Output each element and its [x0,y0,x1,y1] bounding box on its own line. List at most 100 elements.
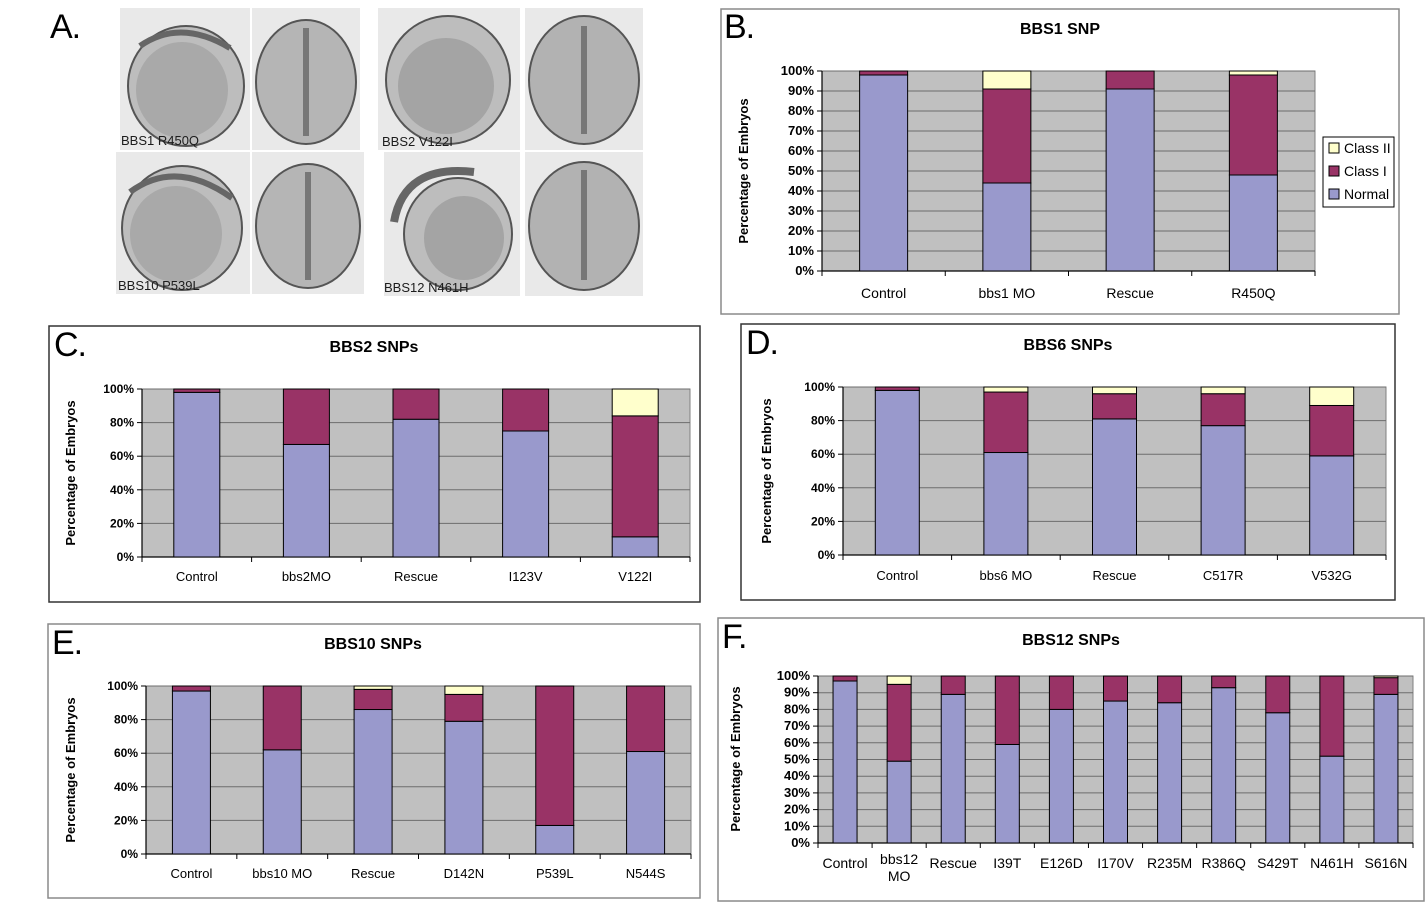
y-tick-label: 80% [811,414,835,428]
bar-segment [1319,675,1345,757]
bar-segment [502,388,550,432]
chart-c: 0% 20% 40% 60% 80% 100% Control bbs2MO Rescue I12… [63,339,691,584]
y-tick-label: 80% [114,713,138,727]
embryo-photo-bbs10-dorsal [252,152,364,294]
y-tick-label: 30% [788,203,814,218]
chart-e: 0% 20% 40% 60% 80% 100% Control bbs10 MO Rescue D… [63,636,692,881]
bar-segment [626,751,666,855]
y-tick-label: 50% [788,163,814,178]
embryo-photo-bbs2-lateral [378,8,520,150]
bar-segment [502,430,550,558]
bar-segment [1103,675,1128,702]
bar-segment [994,743,1020,844]
bar-segment [282,388,330,445]
embryo-dorsal-drawing [528,15,640,145]
y-tick-label: 20% [788,223,814,238]
bar-segment [611,536,659,558]
chart-b: 0% 10% 20% 30% 40% 50% 60% 70% 80% 90% 100% Control… [736,21,1316,301]
y-tick-label: 40% [114,780,138,794]
panel-frame-c [48,325,701,603]
x-tick-label: I39T [993,855,1021,871]
photo-label-bbs10: BBS10 P539L [118,278,200,293]
embryo-photo-bbs1-dorsal [252,8,360,150]
bar-segment [1200,425,1246,556]
panel-label-c: C. [54,326,87,364]
x-tick-label: bbs2MO [282,569,331,584]
bar-segment [983,386,1029,393]
bar-segment [1228,74,1278,176]
y-tick-label: 100% [777,668,811,683]
bar-segment [859,74,909,272]
x-tick-label: bbs10 MO [252,866,312,881]
y-axis-label: Percentage of Embryos [736,98,751,243]
y-tick-label: 60% [110,449,134,463]
x-tick-label: I123V [509,569,543,584]
bar-segment [983,391,1029,454]
bar-segment [1319,755,1345,844]
bar-segment [1092,386,1137,395]
embryo-photo-bbs10-lateral [116,152,250,294]
legend-swatch [1328,142,1340,154]
bar-segment [1265,675,1291,714]
bar-segment [832,680,858,844]
embryo-photo-bbs12-dorsal [525,152,643,296]
x-tick-label: Rescue [394,569,438,584]
chart-title: BBS1 SNP [1020,21,1100,38]
embryo-dorsal-drawing [255,163,361,289]
plot-area [145,685,692,855]
bar-segment [392,418,440,558]
x-tick-label: D142N [444,866,484,881]
x-tick-label: Control [170,866,212,881]
x-tick-label: Rescue [1106,285,1154,301]
y-tick-label: 60% [114,746,138,760]
chart-title: BBS2 SNPs [330,339,419,356]
bar-segment [1157,702,1183,844]
bar-segment [611,415,659,538]
bar-segment [1105,88,1155,272]
x-tick-label: R386Q [1202,855,1246,871]
y-tick-label: 20% [114,813,138,827]
y-tick-label: 0% [117,550,135,564]
bar-segment [994,675,1020,745]
y-tick-label: 80% [784,701,810,716]
x-tick-label: Control [822,855,867,871]
x-tick-label: bbs12 [880,851,918,867]
chart-d: 0% 20% 40% 60% 80% 100% Control bbs6 MO Rescue C5… [759,337,1387,583]
x-tick-label: V122I [618,569,652,584]
bar-segment [611,388,659,417]
bar-segment [1373,677,1399,695]
bar-segment [1265,712,1291,844]
bar-segment [1309,455,1355,556]
bar-segment [940,675,966,695]
y-tick-label: 20% [784,802,810,817]
embryo-lateral-drawing [385,15,511,145]
bar-segment [392,388,440,420]
panel-label-e: E. [52,624,83,662]
bar-segment [982,182,1032,272]
legend-swatch [1328,165,1340,177]
bar-segment [262,685,302,751]
x-tick-label: P539L [536,866,574,881]
y-tick-label: 20% [110,516,134,530]
panel-frame-f [717,617,1425,902]
bar-segment [1157,675,1183,704]
bar-segment [1228,70,1278,76]
y-tick-label: 80% [788,103,814,118]
bar-segment [1105,70,1155,90]
bar-segment [173,391,221,558]
bar-segment [1309,404,1355,457]
legend-swatch [1328,188,1340,200]
x-tick-label: bbs6 MO [980,568,1033,583]
bar-segment [886,760,912,844]
x-tick-label: S429T [1257,855,1299,871]
bar-segment [832,675,858,682]
x-tick-label: Control [176,569,218,584]
y-tick-label: 0% [818,548,836,562]
y-tick-label: 40% [788,183,814,198]
bar-segment [1309,386,1355,406]
panel-frame-e [47,623,701,899]
panel-frame-d [740,323,1396,601]
legend-entry: Class II [1344,140,1391,156]
bar-segment [535,685,575,826]
bar-segment [262,749,302,855]
